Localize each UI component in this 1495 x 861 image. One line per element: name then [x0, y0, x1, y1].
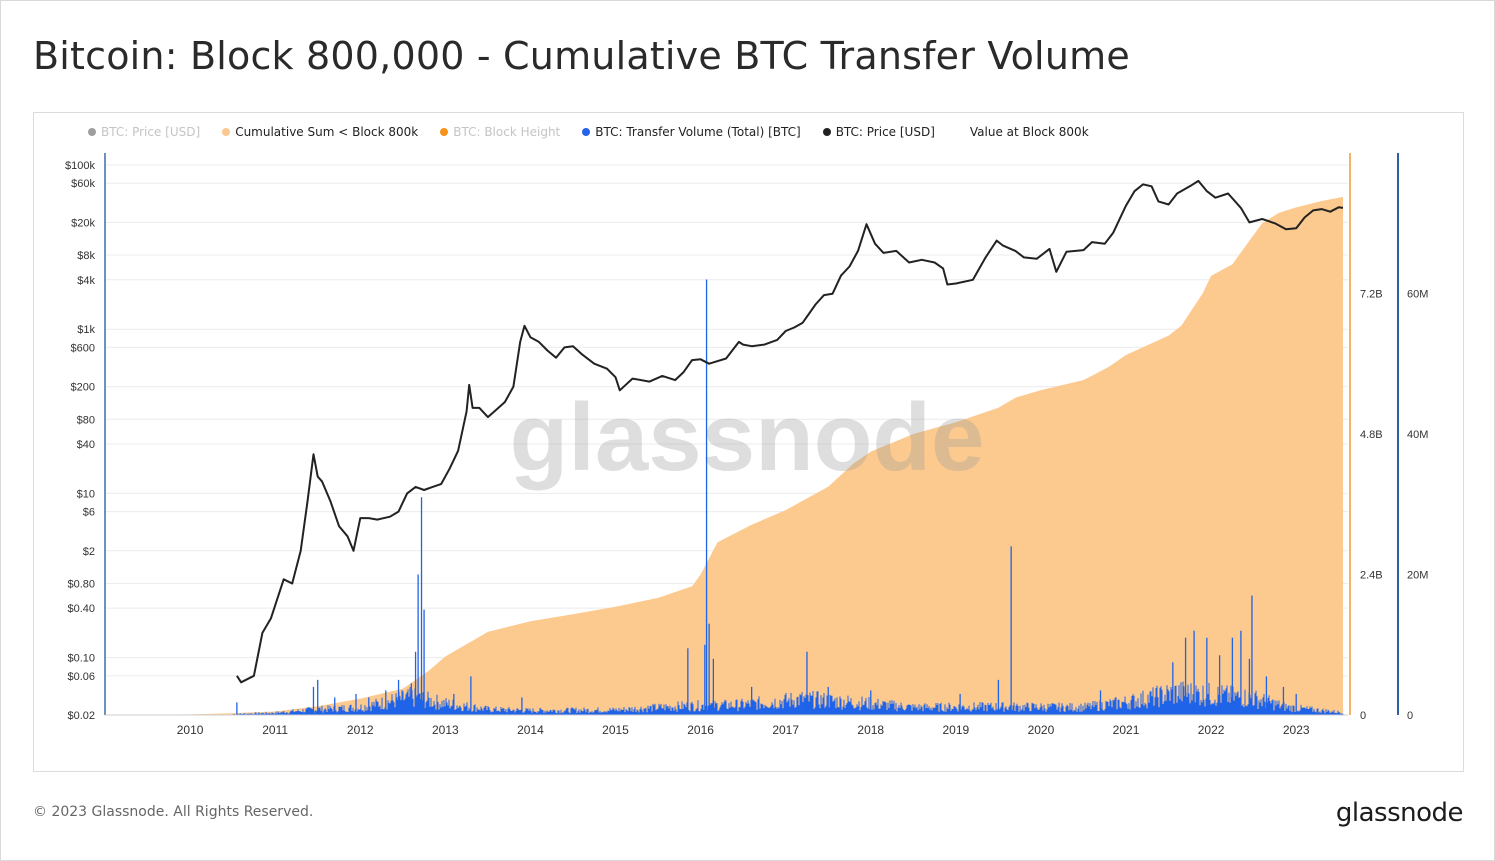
cumulative-tick-label: 0 — [1360, 710, 1366, 722]
legend-label: Cumulative Sum < Block 800k — [235, 125, 419, 139]
price-tick-label: $0.02 — [67, 710, 95, 722]
legend-swatch-icon — [88, 128, 96, 136]
price-tick-label: $4k — [77, 275, 95, 287]
legend-item[interactable]: Value at Block 800k — [957, 125, 1089, 139]
price-tick-label: $10 — [77, 488, 95, 500]
price-tick-label: $0.80 — [67, 578, 95, 590]
x-tick-label: 2019 — [943, 723, 970, 737]
x-tick-label: 2013 — [432, 723, 459, 737]
volume-tick-label: 0 — [1407, 710, 1413, 722]
volume-tick-label: 60M — [1407, 289, 1428, 301]
cumulative-tick-label: 4.8B — [1360, 429, 1383, 441]
cumulative-tick-label: 2.4B — [1360, 570, 1383, 582]
legend-swatch-icon — [822, 128, 831, 136]
price-tick-label: $60k — [71, 178, 95, 190]
price-line — [236, 179, 1344, 684]
volume-tick-label: 20M — [1407, 570, 1428, 582]
price-tick-label: $6 — [83, 507, 95, 519]
x-tick-label: 2021 — [1113, 723, 1140, 737]
legend-label: BTC: Block Height — [453, 125, 561, 139]
legend-label: Value at Block 800k — [969, 125, 1089, 139]
x-tick-label: 2011 — [262, 723, 288, 737]
cumulative-area — [105, 196, 1343, 715]
x-tick-label: 2012 — [347, 723, 374, 737]
price-tick-label: $2 — [83, 546, 95, 558]
volume-tick-label: 40M — [1407, 429, 1428, 441]
x-tick-label: 2014 — [517, 723, 544, 737]
legend-item[interactable]: BTC: Block Height — [440, 125, 560, 139]
watermark: glassnode — [510, 384, 985, 491]
x-tick-label: 2020 — [1028, 723, 1055, 737]
x-tick-label: 2015 — [602, 723, 629, 737]
price-tick-label: $200 — [71, 382, 95, 394]
x-tick-label: 2022 — [1198, 723, 1225, 737]
legend-swatch-icon — [222, 128, 231, 136]
cumulative-tick-label: 7.2B — [1360, 289, 1383, 301]
legend-swatch-icon — [582, 128, 591, 136]
x-tick-label: 2018 — [857, 723, 884, 737]
price-tick-label: $0.06 — [67, 671, 95, 683]
price-tick-label: $0.10 — [67, 653, 95, 665]
price-tick-label: $600 — [71, 342, 95, 354]
price-tick-label: $1k — [77, 324, 95, 336]
price-tick-label: $20k — [71, 217, 95, 229]
chart-legend: BTC: Price [USD] Cumulative Sum < Block 8… — [88, 124, 1111, 140]
copyright-text: © 2023 Glassnode. All Rights Reserved. — [33, 804, 314, 820]
x-tick-label: 2017 — [772, 723, 799, 737]
legend-item[interactable]: Cumulative Sum < Block 800k — [222, 125, 418, 139]
x-tick-label: 2023 — [1283, 723, 1310, 737]
x-tick-label: 2016 — [687, 723, 714, 737]
page-title: Bitcoin: Block 800,000 - Cumulative BTC … — [33, 34, 1130, 78]
price-tick-label: $80 — [77, 414, 95, 426]
legend-label: BTC: Transfer Volume (Total) [BTC] — [595, 125, 801, 139]
legend-item[interactable]: BTC: Price [USD] — [88, 125, 200, 139]
x-tick-label: 2010 — [177, 723, 204, 737]
legend-label: BTC: Price [USD] — [101, 125, 201, 139]
price-tick-label: $40 — [77, 439, 95, 451]
price-tick-label: $0.40 — [67, 603, 95, 615]
legend-item[interactable]: BTC: Price [USD] — [822, 125, 935, 139]
legend-swatch-icon — [440, 128, 449, 136]
price-tick-label: $100k — [65, 160, 95, 172]
legend-item[interactable]: BTC: Transfer Volume (Total) [BTC] — [582, 125, 801, 139]
price-tick-label: $8k — [77, 250, 95, 262]
legend-label: BTC: Price [USD] — [835, 125, 935, 139]
glassnode-logo: glassnode — [1335, 798, 1464, 828]
